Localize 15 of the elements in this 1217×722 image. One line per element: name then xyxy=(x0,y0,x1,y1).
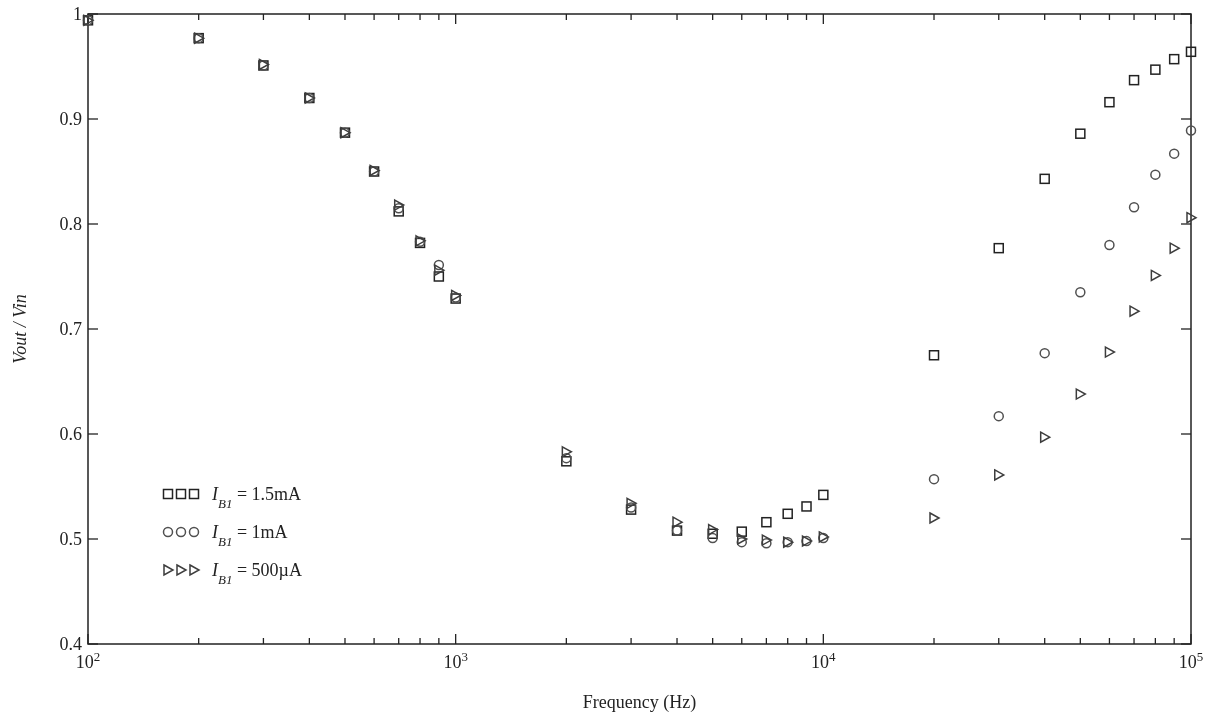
y-tick-label: 0.8 xyxy=(59,214,82,235)
y-tick-label: 0.5 xyxy=(59,529,82,550)
y-tick-label: 0.9 xyxy=(59,109,82,130)
legend-label: I$_{B1}$ = 500µA xyxy=(211,560,302,587)
y-tick-label: 0.7 xyxy=(59,319,82,340)
legend-label: I$_{B1}$ = 1.5mA xyxy=(211,484,302,511)
y-tick-label: 0.6 xyxy=(59,424,82,445)
y-tick-label: 1 xyxy=(73,4,82,25)
x-axis-title: Frequency (Hz) xyxy=(582,692,697,713)
x-tick-label: 10$^{5}$ xyxy=(1178,648,1204,672)
x-tick-label: 10$^{3}$ xyxy=(443,648,468,672)
x-tick-label: 10$^{4}$ xyxy=(811,648,837,672)
y-tick-label: 0.4 xyxy=(59,634,82,655)
y-axis-title: Vout / Vin xyxy=(10,294,30,364)
legend-label: I$_{B1}$ = 1mA xyxy=(211,522,288,549)
